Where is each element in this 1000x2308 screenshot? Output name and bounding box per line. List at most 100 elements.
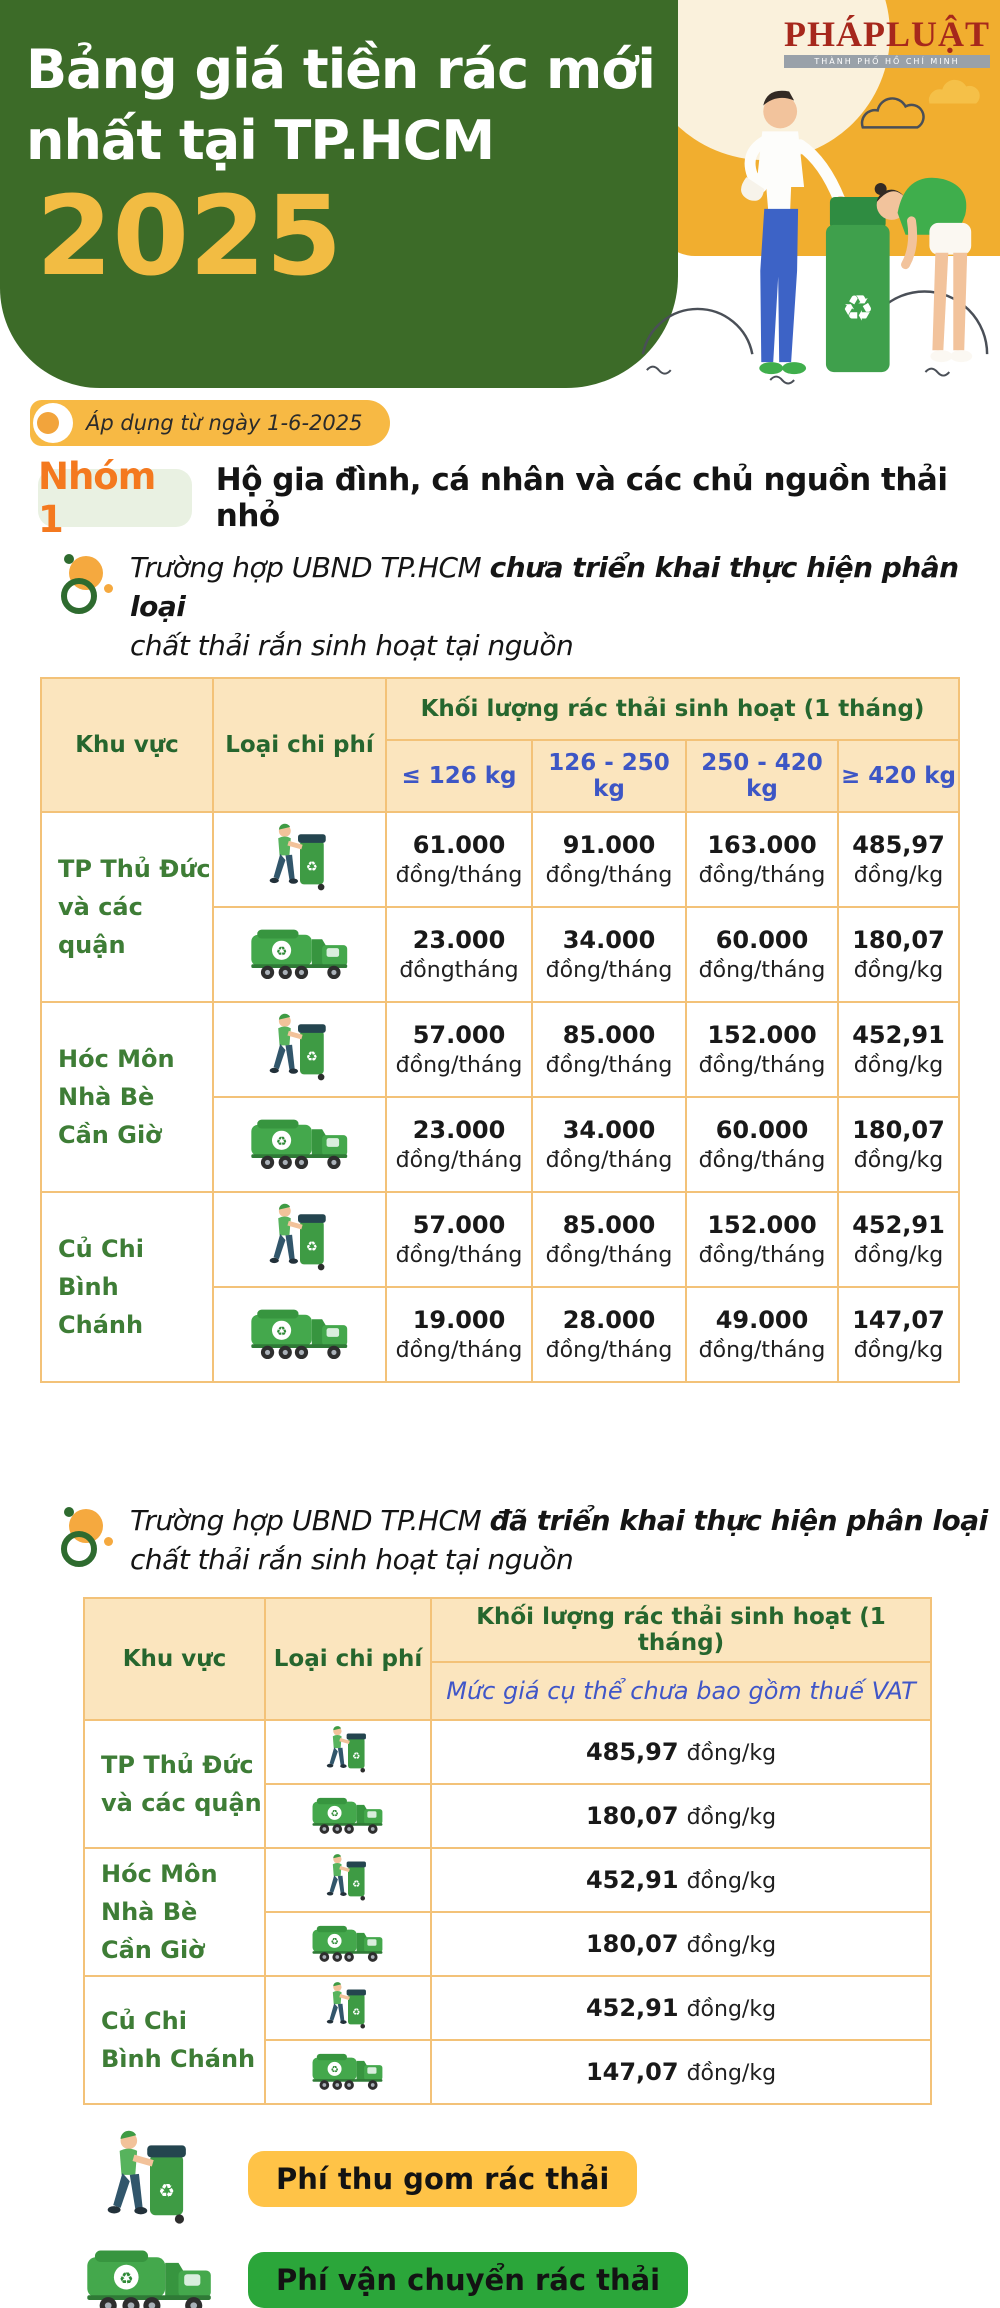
fee-cell: 23.000 đồngtháng — [385, 906, 533, 1003]
col-header-weight-3: 250 - 420 kg — [685, 739, 839, 813]
region-name-cell: Củ Chi Bình Chánh — [83, 1975, 266, 2105]
case-line1: Trường hợp UBND TP.HCM chưa triển khai t… — [130, 551, 959, 623]
cost-type-icon-cell — [264, 1783, 432, 1849]
legend-label-collect: Phí thu gom rác thải — [248, 2150, 638, 2207]
case-line2: chất thải rắn sinh hoạt tại nguồn — [130, 1543, 574, 1576]
fee-cell: 23.000 đồng/tháng — [385, 1096, 533, 1193]
region-name-cell: Hóc Môn Nhà Bè Cần Giờ — [40, 1001, 214, 1193]
page-title-line2: nhất tại TP.HCM — [26, 109, 495, 173]
phapluat-logo-text: PHÁPLUẬT — [784, 14, 990, 54]
garbage-collector-icon — [267, 1201, 333, 1275]
garbage-collector-icon — [325, 1724, 371, 1776]
table-row: 23.000 đồng/tháng 34.000 đồng/tháng 60.000… — [41, 1096, 960, 1193]
bullet-icon — [60, 1507, 113, 1573]
table-row: 180,07 đồng/kg — [84, 1783, 932, 1849]
table-row: Củ Chi Bình Chánh 452,91 đồng/kg — [83, 1975, 932, 2105]
garbage-truck-icon — [310, 1793, 386, 1836]
case-description: Trường hợp UBND TP.HCM đã triển khai thự… — [130, 1501, 988, 1579]
bullet-orange-dot — [104, 584, 113, 593]
region-name-cell: Củ Chi Bình Chánh — [40, 1191, 214, 1383]
price-table-classified: Khu vực Loại chi phí Khối lượng rác thải… — [83, 1597, 932, 2105]
fee-cell: 180,07 đồng/kg — [430, 1911, 932, 1977]
fee-cell: 152.000 đồng/tháng — [685, 1191, 839, 1288]
col-header-cost-type: Loại chi phí — [212, 677, 387, 813]
case-not-classified: Trường hợp UBND TP.HCM chưa triển khai t… — [60, 548, 1000, 665]
col-header-region: Khu vực — [40, 677, 214, 813]
col-header-cost-type: Loại chi phí — [264, 1597, 432, 1721]
fee-cell: 152.000 đồng/tháng — [685, 1001, 839, 1098]
fee-cell: 147,07 đồng/kg — [837, 1286, 960, 1383]
col-header-region: Khu vực — [83, 1597, 266, 1721]
table-row: 23.000 đồngtháng 34.000 đồng/tháng 60.000 đ… — [41, 906, 960, 1003]
legend-icon-wrap — [70, 2242, 230, 2308]
case-classified: Trường hợp UBND TP.HCM đã triển khai thự… — [60, 1501, 1000, 1579]
effective-date-row: Áp dụng từ ngày 1-6-2025 — [30, 400, 1000, 446]
col-header-weight-1: ≤ 126 kg — [385, 739, 533, 813]
region-name-cell: TP Thủ Đức và các quận — [40, 811, 214, 1003]
group-badge: Nhóm 1 — [38, 455, 192, 541]
fee-cell: 60.000 đồng/tháng — [685, 1096, 839, 1193]
garbage-collector-icon — [267, 1011, 333, 1085]
garbage-truck-icon — [248, 923, 352, 982]
col-header-weight-group: Khối lượng rác thải sinh hoạt (1 tháng) — [385, 677, 960, 741]
fee-cell: 85.000 đồng/tháng — [531, 1001, 687, 1098]
legend-item-transport: Phí vận chuyển rác thải — [70, 2242, 1000, 2308]
header-banner: ♻ Bảng giá tiền rác mới nhất tại TP.HCM … — [0, 0, 1000, 388]
garbage-truck-icon — [310, 1921, 386, 1964]
bullet-green-ring — [61, 578, 97, 614]
table-row: Hóc Môn Nhà Bè Cần Giờ 452,91 đồng/kg — [83, 1847, 932, 1977]
fee-cell: 34.000 đồng/tháng — [531, 1096, 687, 1193]
garbage-truck-icon — [82, 2242, 218, 2308]
fee-cell: 34.000 đồng/tháng — [531, 906, 687, 1003]
fee-cell: 452,91 đồng/kg — [837, 1191, 960, 1288]
cost-type-icon-cell — [212, 811, 387, 908]
page-title-line1: Bảng giá tiền rác mới — [26, 38, 656, 101]
cost-type-icon-cell — [264, 1975, 432, 2041]
cost-type-icon-cell — [212, 1096, 387, 1193]
fee-cell: 147,07 đồng/kg — [430, 2039, 932, 2105]
fee-cell: 485,97 đồng/kg — [430, 1719, 932, 1785]
cost-type-icon-cell — [212, 1191, 387, 1288]
page-title: Bảng giá tiền rác mới nhất tại TP.HCM — [0, 0, 678, 177]
fee-cell: 163.000 đồng/tháng — [685, 811, 839, 908]
legend: Phí thu gom rác thải Phí vận chuyển rác … — [70, 2127, 1000, 2308]
garbage-collector-icon — [325, 1980, 371, 2032]
table-row: TP Thủ Đức và các quận 61.000 đồng/tháng 9… — [40, 811, 960, 1003]
fee-cell: 85.000 đồng/tháng — [531, 1191, 687, 1288]
table-row: Hóc Môn Nhà Bè Cần Giờ 57.000 đồng/tháng 85… — [40, 1001, 960, 1193]
fee-cell: 57.000 đồng/tháng — [385, 1191, 533, 1288]
group-badge-label: Nhóm 1 — [38, 455, 156, 541]
cost-type-icon-cell — [264, 1719, 432, 1785]
group-title: Hộ gia đình, cá nhân và các chủ nguồn th… — [215, 462, 948, 534]
header-green-shape: Bảng giá tiền rác mới nhất tại TP.HCM 20… — [0, 0, 678, 388]
case-line2: chất thải rắn sinh hoạt tại nguồn — [130, 629, 574, 662]
case-description: Trường hợp UBND TP.HCM chưa triển khai t… — [130, 548, 1000, 665]
group-heading: Nhóm 1 Hộ gia đình, cá nhân và các chủ n… — [38, 455, 1000, 541]
fee-cell: 485,97 đồng/kg — [837, 811, 960, 908]
fee-cell: 61.000 đồng/tháng — [385, 811, 533, 908]
cost-type-icon-cell — [264, 2039, 432, 2105]
fee-cell: 180,07 đồng/kg — [837, 906, 960, 1003]
phapluat-logo: PHÁPLUẬT THÀNH PHỐ HỒ CHÍ MINH — [784, 16, 990, 68]
garbage-truck-icon — [248, 1303, 352, 1362]
table-row: Củ Chi Bình Chánh 57.000 đồng/tháng 85.000… — [40, 1191, 960, 1383]
effective-date-badge: Áp dụng từ ngày 1-6-2025 — [30, 400, 391, 446]
legend-label-transport: Phí vận chuyển rác thải — [248, 2252, 689, 2308]
bullet-icon — [60, 554, 113, 620]
phapluat-logo-tagline: THÀNH PHỐ HỒ CHÍ MINH — [784, 55, 990, 68]
fee-cell: 452,91 đồng/kg — [837, 1001, 960, 1098]
garbage-truck-icon — [248, 1113, 352, 1172]
table-row: 19.000 đồng/tháng 28.000 đồng/tháng 49.000… — [41, 1286, 960, 1383]
year-label: 2025 — [36, 171, 343, 300]
fee-cell: 180,07 đồng/kg — [837, 1096, 960, 1193]
bullet-orange-dot — [104, 1537, 113, 1546]
garbage-collector-icon — [267, 821, 333, 895]
fee-cell: 19.000 đồng/tháng — [385, 1286, 533, 1383]
case-line1: Trường hợp UBND TP.HCM đã triển khai thự… — [130, 1504, 988, 1537]
fee-cell: 452,91 đồng/kg — [430, 1975, 932, 2041]
cost-type-icon-cell — [264, 1911, 432, 1977]
fee-cell: 49.000 đồng/tháng — [685, 1286, 839, 1383]
cost-type-icon-cell — [212, 1001, 387, 1098]
col-header-weight-4: ≥ 420 kg — [837, 739, 960, 813]
